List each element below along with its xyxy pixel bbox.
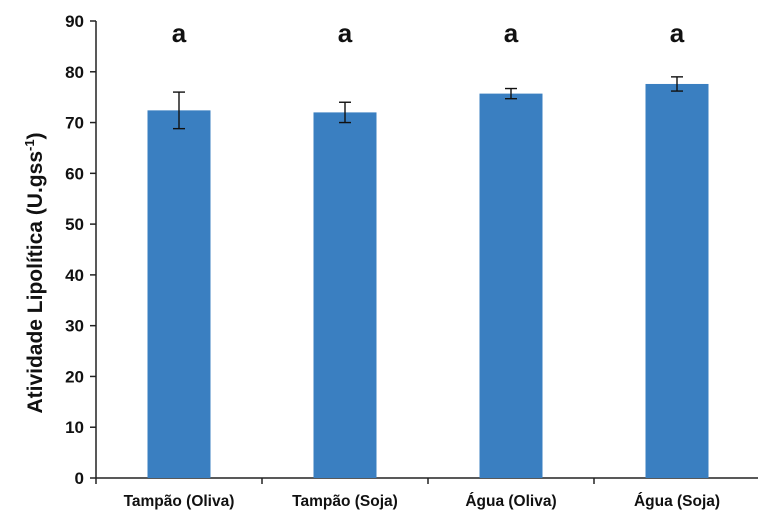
y-axis-label: Atividade Lipolítica (U.gss-1) — [22, 132, 47, 413]
category-label: Tampão (Soja) — [292, 493, 398, 510]
bar — [147, 110, 211, 478]
significance-letter: a — [504, 18, 519, 48]
y-tick-label: 50 — [65, 215, 84, 234]
y-tick-label: 20 — [65, 367, 84, 386]
y-tick-label: 90 — [65, 12, 84, 31]
y-tick-label: 10 — [65, 418, 84, 437]
y-ticks: 0 10 20 30 40 50 60 70 80 90 — [65, 12, 96, 488]
error-bars — [173, 76, 683, 130]
y-tick-label: 60 — [65, 164, 84, 183]
significance-letter: a — [670, 18, 685, 48]
bar — [313, 112, 377, 479]
significance-letter: a — [338, 18, 353, 48]
bar — [479, 93, 543, 479]
category-label: Água (Oliva) — [465, 493, 556, 510]
y-tick-label: 40 — [65, 266, 84, 285]
significance-letter: a — [172, 18, 187, 48]
bar — [645, 83, 709, 478]
bars — [147, 83, 709, 479]
y-tick-label: 80 — [65, 63, 84, 82]
category-label: Tampão (Oliva) — [124, 493, 235, 510]
category-labels: Tampão (Oliva) Tampão (Soja) Água (Oliva) Á… — [124, 493, 720, 510]
y-tick-label: 0 — [75, 469, 84, 488]
category-label: Água (Soja) — [634, 493, 720, 510]
x-ticks — [95, 478, 595, 484]
y-tick-label: 70 — [65, 114, 84, 133]
y-tick-label: 30 — [65, 317, 84, 336]
